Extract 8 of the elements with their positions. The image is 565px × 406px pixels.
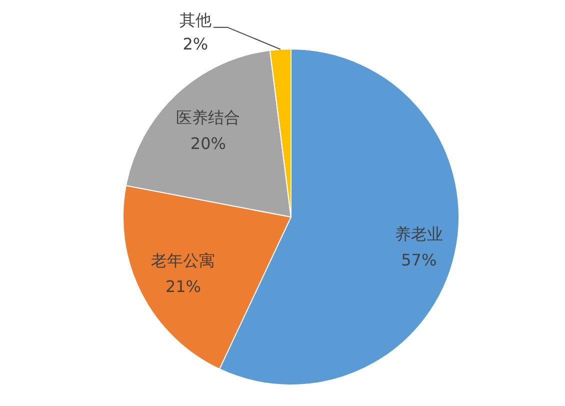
slice-label: 医养结合 — [176, 108, 240, 127]
data-label: 2% — [182, 34, 208, 54]
slice-label: 养老业 — [394, 224, 443, 244]
data-label: 57% — [401, 250, 437, 270]
slice-label: 其他 — [179, 10, 212, 30]
slice-label: 老年公寓 — [151, 250, 216, 270]
data-label: 20% — [190, 134, 226, 153]
data-label: 21% — [165, 276, 202, 296]
